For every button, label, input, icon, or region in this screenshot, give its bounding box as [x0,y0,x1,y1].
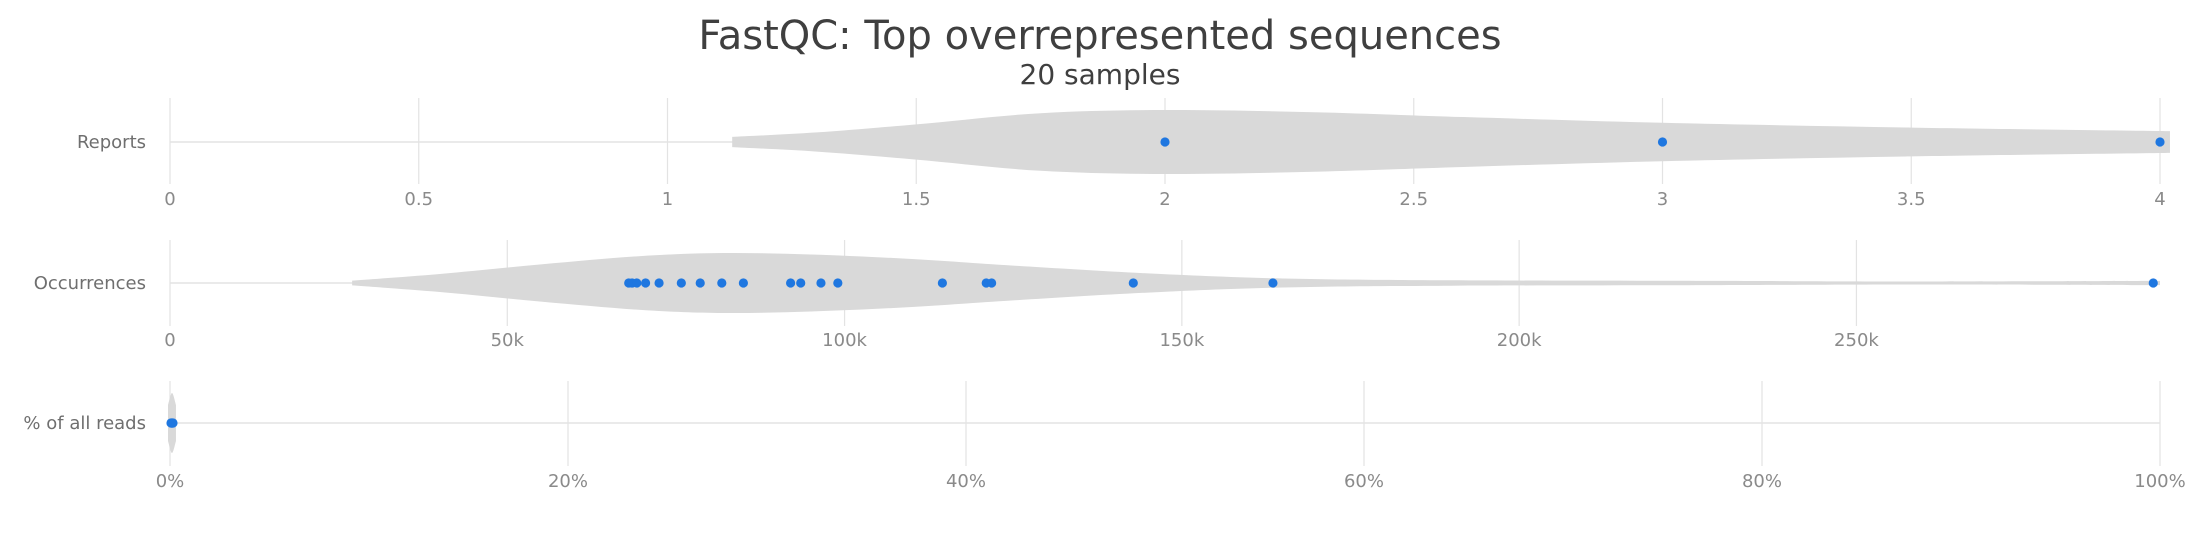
tick-label: 50k [491,330,525,351]
tick-label: 0.5 [404,189,433,210]
tick-label: 40% [946,471,986,492]
tick-label: 80% [1742,471,1782,492]
data-point [833,278,843,288]
chart-title: FastQC: Top overrepresented sequences [698,13,1501,59]
tick-label: 1 [662,189,673,210]
data-point [987,278,997,288]
tick-label: 150k [1159,330,1204,351]
tick-label: 100% [2134,471,2185,492]
data-point [2155,137,2165,147]
chart-panels: 0 0.5 1 1.5 2 2.5 3 3.5 4 Reports 0 50k 100k 150k 200k… [23,98,2186,492]
data-point [738,278,748,288]
data-point [786,278,796,288]
tick-label: 0 [164,330,175,351]
tick-label: 1.5 [902,189,931,210]
tick-label: 3.5 [1897,189,1926,210]
data-point [632,278,642,288]
tick-label: 0% [156,471,185,492]
tick-label: 2.5 [1399,189,1428,210]
tick-label: 4 [2154,189,2165,210]
panel-2: 0% 20% 40% 60% 80% 100% % of all reads [23,381,2186,492]
data-point [654,278,664,288]
tick-label: 250k [1834,330,1879,351]
data-point [1657,137,1668,147]
data-point [168,418,178,428]
panel-1: 0 50k 100k 150k 200k 250k Occurrences [34,240,2160,351]
data-point [1128,278,1138,288]
tick-label: 2 [1159,189,1170,210]
data-point [676,278,686,288]
violin-shape [352,252,2160,314]
tick-label: 3 [1657,189,1668,210]
data-point [695,278,705,288]
data-point [1268,278,1278,288]
data-point [816,278,826,288]
tick-label: 0 [164,189,175,210]
data-point [796,278,806,288]
data-point [640,278,651,288]
data-point [2148,278,2158,288]
row-label: Reports [77,132,146,153]
row-label: % of all reads [23,413,146,434]
data-point [1160,137,1170,147]
data-point [717,278,727,288]
tick-label: 200k [1497,330,1542,351]
violin-shape [732,109,2170,175]
tick-label: 20% [548,471,588,492]
panel-0: 0 0.5 1 1.5 2 2.5 3 3.5 4 Reports [77,98,2170,210]
chart-subtitle: 20 samples [1020,58,1181,91]
row-label: Occurrences [34,273,146,294]
data-point [937,278,947,288]
tick-label: 60% [1344,471,1384,492]
tick-label: 100k [822,330,867,351]
